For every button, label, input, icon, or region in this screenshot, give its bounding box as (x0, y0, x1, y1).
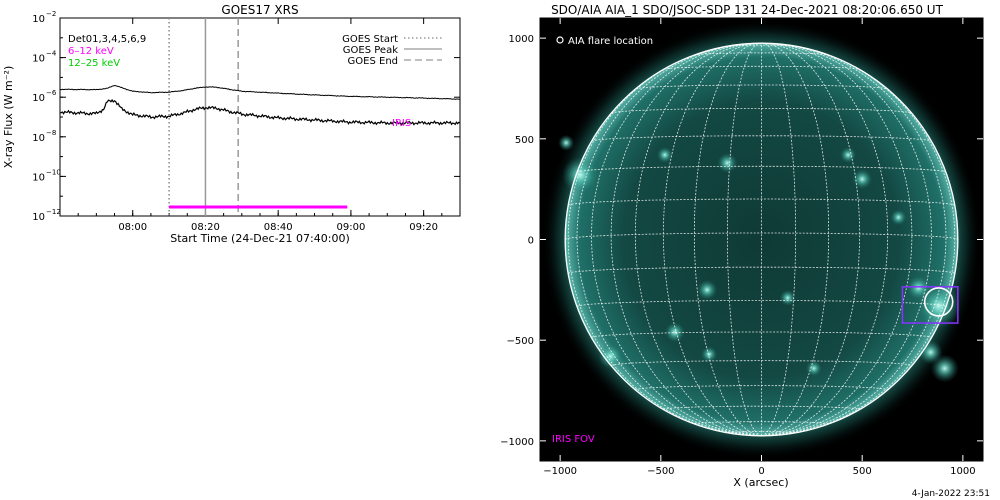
grid-line (761, 43, 913, 437)
aia-x-tick-label: 500 (853, 466, 872, 477)
active-region (805, 360, 822, 377)
aia-x-tick-label: 1000 (950, 466, 975, 477)
iris-label: IRIS (392, 118, 411, 129)
y-tick-label: 10 (32, 93, 45, 104)
x-tick-label: 09:20 (409, 222, 438, 233)
event-legend-entry: GOES End (348, 56, 398, 67)
active-region (779, 289, 796, 306)
aia-x-tick-label: 0 (758, 466, 764, 477)
y-tick-label: 10 (32, 54, 45, 65)
grid-line (591, 43, 762, 437)
y-tick-exponent: −8 (46, 129, 56, 137)
grid-line (662, 43, 762, 437)
lightcurve-title: GOES17 XRS (221, 3, 298, 17)
aia-flare-location-marker (923, 287, 954, 317)
aia-legend-label: AIA flare location (568, 36, 653, 47)
active-region (656, 146, 673, 163)
active-region (697, 279, 718, 300)
x-tick-label: 08:00 (118, 222, 147, 233)
aia-y-tick-label: −1000 (500, 437, 534, 448)
grid-line (564, 232, 959, 240)
aia-y-tick-label: 500 (515, 135, 534, 146)
y-tick-exponent: −6 (46, 89, 57, 97)
grid-line (761, 42, 829, 437)
active-region (852, 169, 873, 190)
event-legend-entry: GOES Start (342, 34, 398, 45)
aia-y-axis: −1000 −500 0 500 1000 (500, 34, 983, 448)
active-region (717, 152, 738, 174)
aia-y-tick-label: 1000 (509, 34, 534, 45)
x-tick-label: 08:40 (264, 222, 293, 233)
aia-title: SDO/AIA AIA_1 SDO/JSOC-SDP 131 24-Dec-20… (551, 3, 944, 17)
lightcurve-line (60, 85, 460, 100)
y-tick-label: 10 (32, 14, 45, 25)
x-tick-label: 09:00 (336, 222, 365, 233)
grid-line (591, 135, 932, 142)
grid-line (727, 42, 762, 437)
aia-x-tick-label: −500 (647, 466, 674, 477)
y-tick-label: 10 (32, 133, 45, 144)
grid-line (610, 43, 762, 437)
aia-y-tick-label: 0 (528, 236, 534, 247)
y-tick-label: 10 (32, 172, 45, 183)
active-region (701, 346, 718, 363)
y-tick-label: 10 (32, 212, 45, 223)
y-tick-exponent: −2 (46, 10, 56, 18)
grid-line (761, 43, 889, 437)
heliographic-grid (564, 42, 959, 437)
aia-x-tick-label: −1000 (543, 466, 577, 477)
event-legend-entry: GOES Peak (343, 45, 398, 56)
legend-circle-icon (556, 36, 564, 44)
aia-x-axis: −1000 −500 0 500 1000 (543, 18, 976, 477)
iris-fov-box (901, 286, 959, 324)
detector-label: Det01,3,4,5,6,9 (68, 34, 146, 45)
grid-line (761, 42, 796, 437)
lightcurve-x-label: Start Time (24-Dec-21 07:40:00) (170, 232, 350, 245)
grid-line (634, 43, 762, 437)
grid-line (761, 43, 932, 437)
lightcurve-y-label: X-ray Flux (W m⁻²) (2, 66, 15, 168)
footer-date: 4-Jan-2022 23:51 (912, 489, 990, 499)
active-region (890, 209, 907, 226)
active-region (558, 134, 575, 151)
goes-event-lines (168, 18, 239, 216)
active-region (930, 354, 959, 383)
grid-line (761, 46, 956, 437)
active-region (840, 146, 857, 163)
y-tick-exponent: −12 (46, 208, 61, 216)
active-region (598, 344, 623, 369)
energy-legend-entry: 12–25 keV (68, 58, 120, 69)
lightcurve-series (60, 85, 460, 126)
active-region (664, 322, 685, 343)
grid-line (568, 198, 955, 206)
active-regions (558, 134, 961, 383)
active-region (906, 275, 931, 300)
y-tick-exponent: −4 (46, 50, 57, 58)
y-tick-exponent: −10 (46, 168, 61, 176)
lightcurve-line (60, 98, 460, 126)
aia-x-label: X (arcsec) (733, 476, 788, 489)
energy-legend-entry: 6–12 keV (68, 46, 114, 57)
solar-limb (564, 42, 959, 437)
x-tick-label: 08:20 (191, 222, 220, 233)
iris-fov-label: IRIS FOV (552, 434, 595, 445)
aia-image-panel: SDO/AIA AIA_1 SDO/JSOC-SDP 131 24-Dec-20… (500, 3, 990, 499)
grid-line (694, 42, 762, 437)
aia-y-tick-label: −500 (507, 336, 534, 347)
grid-line (761, 43, 861, 437)
lightcurve-x-axis: 08:00 08:20 08:40 09:00 09:20 (77, 18, 443, 233)
grid-line (567, 46, 762, 437)
